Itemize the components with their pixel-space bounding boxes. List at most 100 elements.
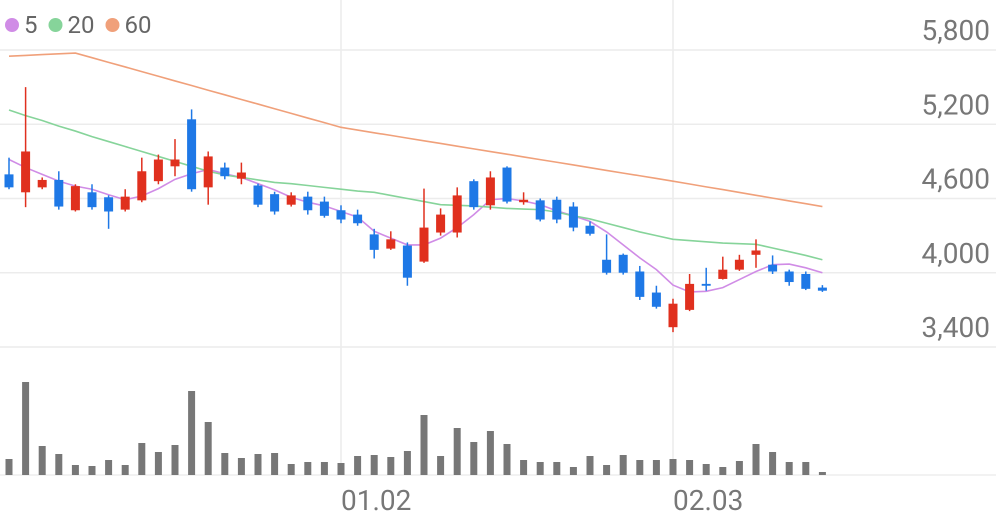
candle-body — [386, 239, 396, 249]
ma-line — [8, 52, 823, 208]
candle-body — [54, 179, 64, 207]
volume-bar — [88, 466, 96, 475]
ma-line — [8, 109, 823, 261]
volume-bar — [287, 464, 295, 475]
candle-body — [402, 245, 412, 278]
volume-bar — [702, 464, 710, 475]
volume-bar — [221, 453, 229, 475]
volume-bar — [818, 472, 826, 475]
candle-body — [4, 174, 14, 188]
volume-bar — [785, 462, 793, 475]
volume-bar — [470, 442, 478, 475]
volume-bar — [536, 462, 544, 475]
candle-body — [436, 214, 446, 233]
candle-body — [552, 199, 562, 220]
legend-label: 20 — [68, 11, 95, 39]
candle-body — [270, 194, 280, 212]
volume-bar — [503, 444, 511, 475]
candle-body — [651, 292, 661, 307]
candle-body — [751, 250, 761, 255]
candle-body — [452, 195, 462, 233]
volume-bar — [520, 460, 528, 475]
candle-body — [369, 234, 379, 250]
y-tick-label: 4,600 — [922, 163, 990, 196]
volume-bar — [387, 457, 395, 475]
volume-bar — [752, 444, 760, 475]
volume-bar — [354, 456, 362, 475]
candle-body — [701, 283, 711, 286]
legend-label: 5 — [24, 11, 38, 39]
volume-bar — [652, 460, 660, 475]
volume-bar — [403, 451, 411, 475]
volume-bar — [735, 461, 743, 475]
volume-bar — [188, 391, 196, 475]
candle-body — [618, 254, 628, 273]
legend-marker — [105, 18, 120, 32]
candle-body — [21, 151, 31, 193]
volume-bar — [38, 446, 46, 475]
candle-body — [187, 119, 197, 190]
candle-body — [170, 159, 180, 167]
volume-bar — [55, 454, 63, 475]
candle-body — [137, 171, 147, 201]
volume-bar — [669, 459, 677, 475]
volume-bar — [105, 460, 113, 475]
legend-label: 60 — [124, 11, 151, 39]
y-tick-label: 5,200 — [922, 88, 990, 121]
candle-body — [220, 167, 230, 177]
candle-body — [469, 181, 479, 208]
candle-body — [502, 167, 512, 202]
candle-body — [303, 196, 313, 211]
candle-body — [784, 271, 794, 283]
volume-bar — [553, 462, 561, 475]
x-tick-label: 02.03 — [673, 484, 743, 517]
volume-bar — [254, 454, 262, 475]
candle-body — [568, 206, 578, 228]
volume-bar — [22, 382, 30, 475]
candle-body — [153, 159, 163, 182]
candle-body — [236, 172, 246, 179]
candle-body — [485, 177, 495, 206]
candle-body — [120, 196, 130, 210]
volume-bar — [171, 445, 179, 475]
volume-bar — [686, 460, 694, 475]
candle-body — [635, 271, 645, 297]
volume-bar — [769, 452, 777, 475]
y-tick-label: 4,000 — [922, 237, 990, 270]
volume-bar — [154, 452, 162, 475]
volume-bar — [420, 415, 428, 475]
volume-bar — [5, 459, 13, 475]
volume-bar — [138, 443, 146, 475]
volume-bar — [437, 456, 445, 475]
candle-body — [104, 197, 114, 212]
candle-body — [87, 192, 97, 208]
candle-body — [801, 273, 811, 289]
candle-body — [718, 269, 728, 279]
volume-bar — [802, 462, 810, 475]
volume-bar — [320, 462, 328, 475]
candle-body — [734, 259, 744, 270]
volume-bar — [337, 463, 345, 475]
legend-marker — [5, 18, 19, 32]
volume-bar — [636, 460, 644, 475]
candle-body — [203, 156, 213, 188]
candle-body — [37, 179, 47, 188]
volume-bar — [271, 453, 279, 475]
volume-bar — [619, 455, 627, 475]
volume-bar — [204, 422, 212, 475]
y-tick-label: 3,400 — [922, 311, 990, 344]
candle-body — [353, 214, 363, 224]
candle-body — [535, 200, 545, 220]
x-tick-label: 01.02 — [341, 484, 411, 517]
volume-bar — [569, 467, 577, 475]
ma-lines — [8, 52, 823, 293]
candle-body — [336, 210, 346, 220]
candle-body — [602, 259, 612, 273]
volume-bar — [719, 467, 727, 475]
y-tick-label: 5,800 — [922, 14, 990, 47]
volume-bar — [486, 431, 494, 475]
volume-bar — [237, 458, 245, 475]
candle-body — [286, 195, 296, 205]
volume-bar — [370, 455, 378, 475]
